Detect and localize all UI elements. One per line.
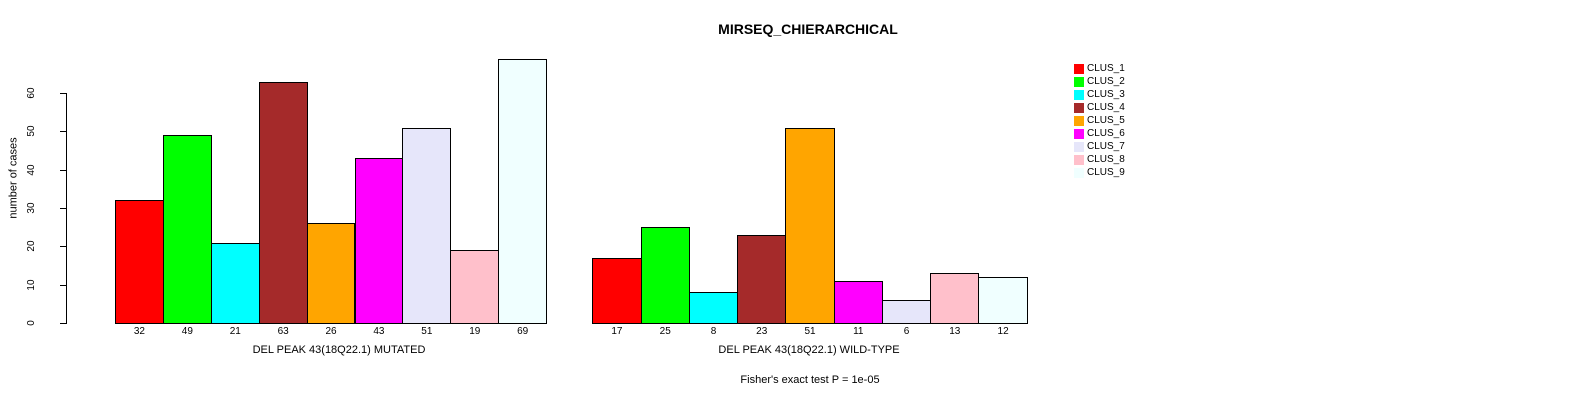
mutated-bar-value-CLUS_1: 32: [133, 326, 145, 337]
mutated-bar-CLUS_8: [450, 250, 500, 324]
legend-swatch-CLUS_7: [1074, 142, 1084, 152]
wild-type-bar-CLUS_9: [978, 277, 1028, 324]
y-axis-title: number of cases: [7, 137, 20, 219]
legend-swatch-CLUS_4: [1074, 103, 1084, 113]
mutated-bar-value-CLUS_5: 26: [325, 326, 337, 337]
mutated-bar-value-CLUS_4: 63: [277, 326, 289, 337]
wild-type-bar-value-CLUS_9: 12: [997, 326, 1009, 337]
y-tick-label: 10: [26, 279, 37, 291]
legend-swatch-CLUS_2: [1074, 77, 1084, 87]
wild-type-bar-value-CLUS_2: 25: [659, 326, 671, 337]
legend-label-CLUS_9: CLUS_9: [1087, 167, 1125, 178]
y-tick-label: 60: [26, 87, 37, 99]
mutated-bar-CLUS_6: [354, 158, 404, 324]
mutated-bar-CLUS_7: [402, 127, 452, 324]
mutated-bar-value-CLUS_9: 69: [517, 326, 529, 337]
y-tick-mark: [60, 246, 66, 248]
wild-type-bar-value-CLUS_8: 13: [949, 326, 961, 337]
y-tick-mark: [60, 131, 66, 133]
wild-type-bar-CLUS_3: [688, 292, 739, 324]
wild-type-bar-value-CLUS_5: 51: [804, 326, 816, 337]
wild-type-bar-CLUS_6: [833, 280, 883, 324]
wild-type-bar-value-CLUS_7: 6: [903, 326, 910, 337]
y-tick-label: 40: [26, 164, 37, 176]
mutated-bar-value-CLUS_7: 51: [421, 326, 433, 337]
legend-label-CLUS_6: CLUS_6: [1087, 128, 1125, 139]
x-axis-label-mutated: DEL PEAK 43(18Q22.1) MUTATED: [252, 344, 426, 356]
mutated-bar-value-CLUS_2: 49: [181, 326, 193, 337]
y-tick-label: 20: [26, 240, 37, 252]
wild-type-bar-CLUS_5: [785, 127, 835, 324]
y-tick-label: 30: [26, 202, 37, 214]
legend-label-CLUS_5: CLUS_5: [1087, 115, 1125, 126]
legend-swatch-CLUS_3: [1074, 90, 1084, 100]
y-tick-mark: [60, 169, 66, 171]
legend-label-CLUS_2: CLUS_2: [1087, 76, 1125, 87]
mutated-bar-CLUS_4: [258, 81, 308, 324]
mutated-bar-CLUS_2: [162, 135, 212, 324]
x-axis-label-wild-type: DEL PEAK 43(18Q22.1) WILD-TYPE: [718, 344, 900, 356]
legend-label-CLUS_4: CLUS_4: [1087, 102, 1125, 113]
y-tick-label: 0: [26, 320, 37, 326]
fisher-test-note: Fisher's exact test P = 1e-05: [740, 374, 880, 386]
legend-swatch-CLUS_5: [1074, 116, 1084, 126]
legend-label-CLUS_8: CLUS_8: [1087, 154, 1125, 165]
mutated-bar-CLUS_1: [115, 200, 164, 324]
wild-type-bar-CLUS_2: [640, 227, 690, 324]
y-axis-line: [66, 93, 67, 324]
wild-type-bar-CLUS_8: [930, 273, 980, 324]
mutated-bar-CLUS_9: [498, 58, 548, 324]
wild-type-bar-CLUS_7: [881, 300, 932, 324]
y-tick-mark: [60, 323, 66, 324]
legend-swatch-CLUS_1: [1074, 64, 1084, 74]
wild-type-bar-value-CLUS_6: 11: [853, 326, 864, 337]
mutated-bar-CLUS_3: [210, 242, 260, 324]
legend-swatch-CLUS_9: [1074, 168, 1084, 178]
legend-label-CLUS_3: CLUS_3: [1087, 89, 1125, 100]
legend-label-CLUS_1: CLUS_1: [1087, 63, 1125, 74]
y-tick-mark: [60, 284, 66, 286]
mutated-bar-CLUS_5: [306, 223, 356, 324]
legend-label-CLUS_7: CLUS_7: [1087, 141, 1125, 152]
y-tick-mark: [60, 208, 66, 209]
mutated-bar-value-CLUS_3: 21: [229, 326, 241, 337]
legend-swatch-CLUS_6: [1074, 129, 1084, 139]
legend-swatch-CLUS_8: [1074, 155, 1084, 165]
y-tick-mark: [60, 93, 66, 94]
wild-type-bar-value-CLUS_1: 17: [611, 326, 623, 337]
wild-type-bar-value-CLUS_3: 8: [710, 326, 717, 337]
y-tick-label: 50: [26, 125, 37, 137]
wild-type-bar-CLUS_1: [592, 257, 642, 324]
mutated-bar-value-CLUS_6: 43: [373, 326, 385, 337]
mutated-bar-value-CLUS_8: 19: [469, 326, 481, 337]
wild-type-bar-CLUS_4: [737, 234, 787, 324]
wild-type-bar-value-CLUS_4: 23: [756, 326, 768, 337]
chart-title: MIRSEQ_CHIERARCHICAL: [718, 21, 898, 37]
